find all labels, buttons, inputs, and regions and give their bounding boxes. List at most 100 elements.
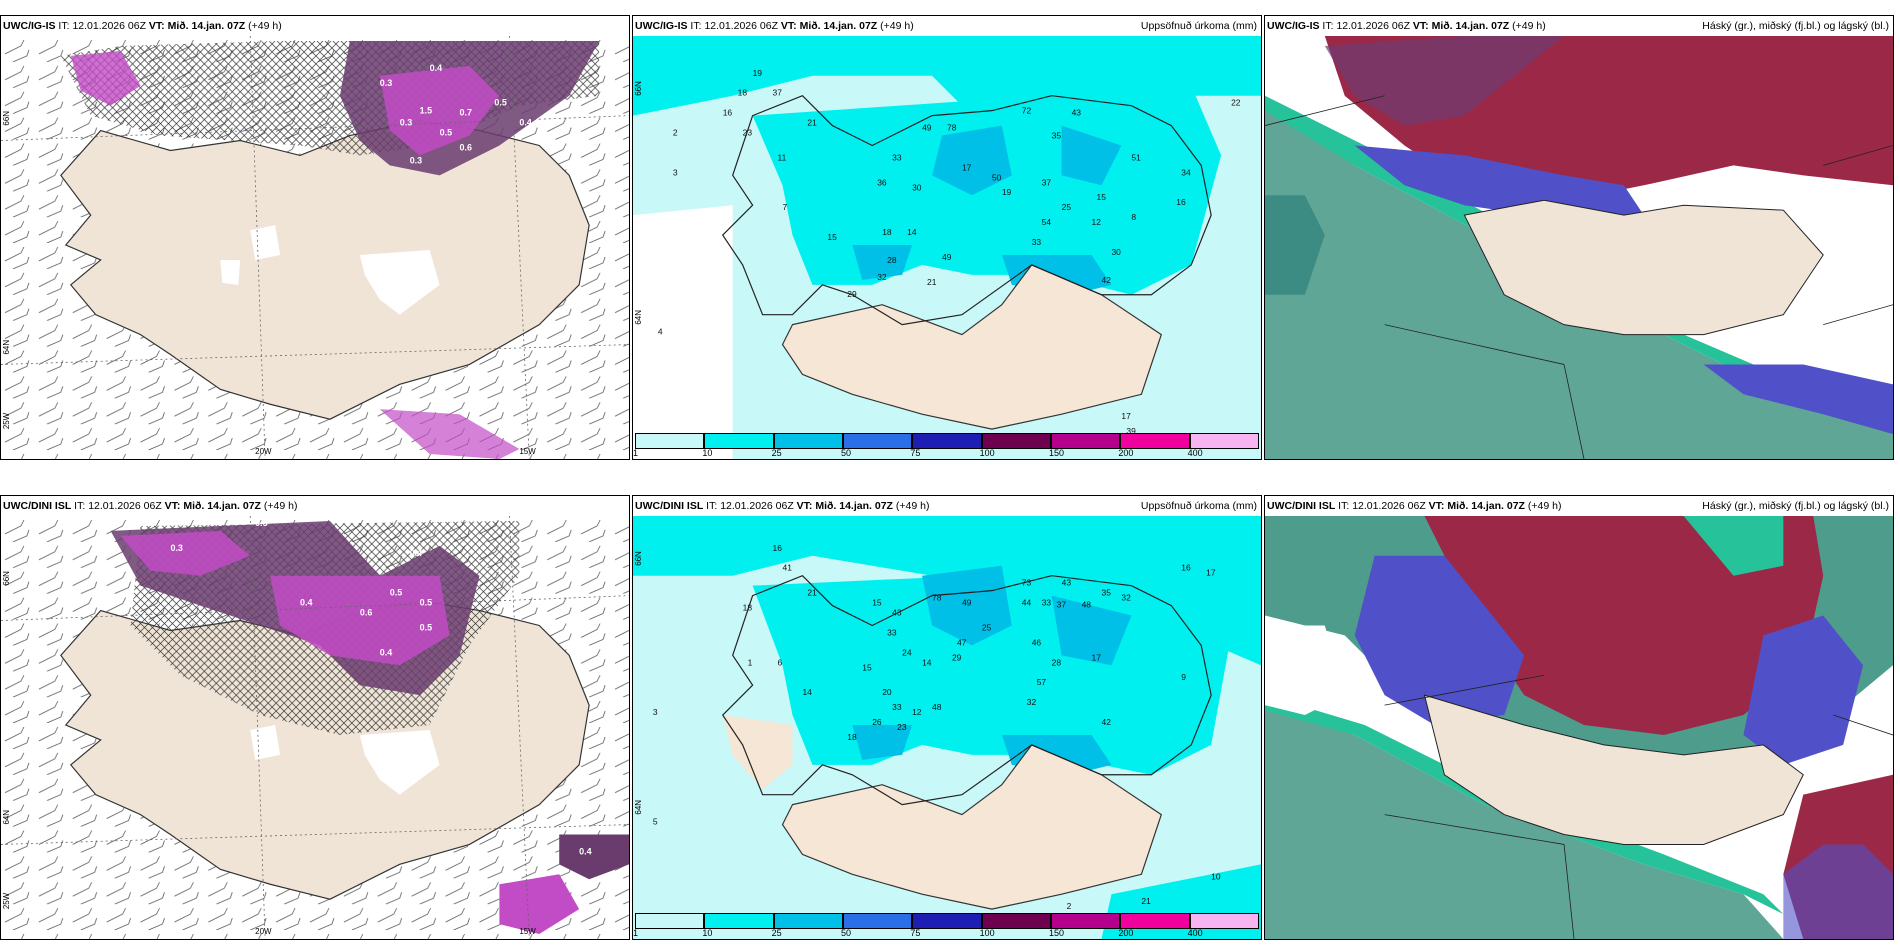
precip-value: 6 — [778, 657, 783, 667]
precip-value: 51 — [1131, 152, 1141, 162]
precip-value: 11 — [778, 152, 787, 162]
cloud-map — [1265, 516, 1893, 939]
precip-value: 39 — [1126, 426, 1136, 436]
precip-value: 16 — [723, 108, 733, 118]
precip-value: 14 — [907, 227, 917, 237]
wind-value: 0.3 — [400, 118, 412, 128]
colorbar-swatch — [843, 913, 913, 929]
wind-value: 0.4 — [519, 118, 531, 128]
precip-value: 29 — [952, 652, 962, 662]
precip-value: 30 — [912, 182, 922, 192]
precip-value: 7 — [783, 202, 788, 212]
precip-value: 18 — [738, 88, 748, 98]
colorbar-tick: 1 — [633, 448, 639, 458]
precip-value: 18 — [743, 603, 753, 613]
precip-value: 25 — [1062, 202, 1072, 212]
lon-label-15w: 15W — [519, 927, 536, 936]
wind-value: 0.7 — [460, 108, 472, 118]
precip-value: 48 — [932, 702, 942, 712]
precip-value: 25 — [982, 622, 992, 632]
wind-value: 0.4 — [380, 647, 392, 657]
precip-value: 23 — [897, 722, 907, 732]
colorbar-swatch — [704, 913, 774, 929]
precip-value: 37 — [1042, 177, 1052, 187]
model-name: UWC/DINI ISL — [1267, 500, 1336, 512]
precip-map: 64N 66N 19 18 37 21 16 23 11 49 78 72 43… — [633, 36, 1261, 459]
it-value: 12.01.2026 06Z — [72, 20, 146, 32]
wind-value: 0.4 — [410, 548, 422, 558]
wind-value: 0.3 — [170, 543, 182, 553]
panel-header: UWC/DINI ISL IT: 12.01.2026 06Z VT: Mið.… — [633, 496, 1261, 516]
wind-value: 0.4 — [300, 598, 312, 608]
precip-value: 12 — [1092, 217, 1102, 227]
lon-label-20w: 20W — [255, 927, 272, 936]
lat-label-66n: 66N — [634, 551, 643, 566]
precip-value: 33 — [1042, 598, 1052, 608]
precip-value: 78 — [932, 593, 942, 603]
colorbar-swatch — [1189, 433, 1259, 449]
vt-value: Mið. 14.jan. 07Z — [799, 20, 878, 32]
precip-value: 29 — [847, 289, 857, 299]
colorbar-swatch — [912, 913, 982, 929]
panel-dini-wind: UWC/DINI ISL IT: 12.01.2026 06Z VT: Mið.… — [0, 495, 630, 940]
colorbar-tick: 50 — [841, 928, 852, 938]
vt-label: VT: — [1428, 500, 1445, 512]
wind-value: 0.6 — [460, 142, 472, 152]
precip-value: 50 — [992, 172, 1002, 182]
colorbar-swatch — [773, 433, 843, 449]
precip-value: 15 — [872, 598, 882, 608]
colorbar-tick: 400 — [1187, 928, 1203, 938]
colorbar-tick: 200 — [1118, 928, 1134, 938]
wind-value: 0.5 — [255, 518, 267, 528]
precip-value: 78 — [947, 123, 957, 133]
precip-value: 2 — [673, 128, 678, 138]
vt-label: VT: — [1412, 20, 1429, 32]
lon-label-20w: 20W — [255, 447, 272, 456]
model-name: UWC/DINI ISL — [3, 500, 72, 512]
panel-header: UWC/IG-IS IT: 12.01.2026 06Z VT: Mið. 14… — [1, 16, 629, 36]
panel-dini-clouds: UWC/DINI ISL IT: 12.01.2026 06Z VT: Mið.… — [1264, 495, 1894, 940]
wind-map: 20W 15W 25W 66N 64N 0.3 0.4 0.5 0.7 1.5 … — [1, 36, 629, 459]
precip-value: 10 — [1211, 871, 1221, 881]
precip-value: 20 — [882, 687, 892, 697]
panel-header: UWC/DINI ISL IT: 12.01.2026 06Z VT: Mið.… — [1265, 496, 1893, 516]
wind-value: 0.5 — [420, 598, 432, 608]
lat-label-64n: 64N — [2, 340, 11, 355]
panel-header: UWC/IG-IS IT: 12.01.2026 06Z VT: Mið. 14… — [1265, 16, 1893, 36]
lon-label-15w: 15W — [519, 447, 536, 456]
precip-colorbar: 1 10 25 50 75 100 150 200 400 — [633, 433, 1259, 458]
precip-value: 12 — [912, 707, 922, 717]
wind-map: 20W 15W 25W 66N 64N 0.5 0.4 0.3 0.5 0.4 … — [1, 516, 629, 939]
precip-value: 4 — [658, 327, 663, 337]
colorbar-tick: 25 — [771, 448, 782, 458]
panel-header: UWC/IG-IS IT: 12.01.2026 06Z VT: Mið. 14… — [633, 16, 1261, 36]
lat-label-64n: 64N — [634, 800, 643, 815]
precip-value: 35 — [1052, 131, 1062, 141]
wind-value: 0.3 — [380, 78, 392, 88]
precip-value: 16 — [1181, 563, 1191, 573]
precip-value: 21 — [807, 118, 817, 128]
precip-value: 49 — [922, 123, 932, 133]
precip-value: 37 — [1057, 600, 1067, 610]
precip-value: 33 — [887, 627, 897, 637]
lead-time: (+49 h) — [1527, 500, 1562, 512]
it-label: IT: — [1322, 20, 1334, 32]
precip-value: 3 — [673, 167, 678, 177]
panel-ig-is-wind: UWC/IG-IS IT: 12.01.2026 06Z VT: Mið. 14… — [0, 15, 630, 460]
lead-time: (+49 h) — [880, 20, 914, 32]
colorbar-swatch — [704, 433, 774, 449]
precip-value: 48 — [1082, 600, 1092, 610]
it-value: 12.01.2026 06Z — [88, 500, 162, 512]
precip-value: 46 — [1032, 637, 1042, 647]
cloud-map — [1265, 36, 1893, 459]
precip-value: 17 — [962, 162, 972, 172]
lead-time: (+49 h) — [248, 20, 282, 32]
precip-value: 8 — [1131, 212, 1136, 222]
precip-value: 17 — [1092, 652, 1102, 662]
lat-label-66n: 66N — [2, 571, 11, 586]
colorbar-tick: 75 — [910, 928, 921, 938]
colorbar-swatch — [981, 913, 1051, 929]
model-name: UWC/IG-IS — [1267, 20, 1320, 32]
precip-value: 43 — [1072, 108, 1082, 118]
colorbar-tick: 75 — [910, 448, 921, 458]
